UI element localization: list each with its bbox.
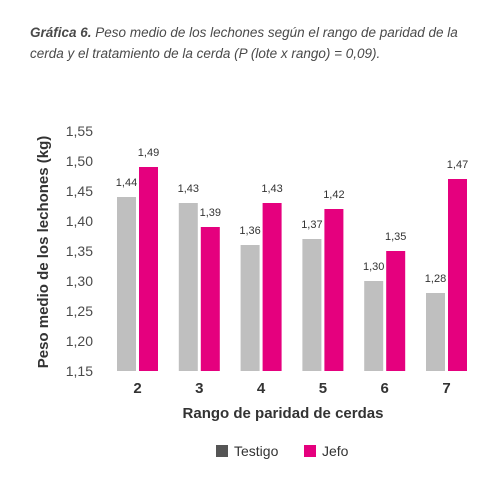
data-labels: 1,441,491,431,391,361,431,371,421,301,35… bbox=[116, 147, 468, 285]
x-tick-label: 5 bbox=[319, 380, 327, 397]
data-label: 1,42 bbox=[323, 189, 344, 201]
data-label: 1,28 bbox=[425, 273, 446, 285]
legend-label-testigo: Testigo bbox=[234, 443, 279, 459]
legend: Testigo Jefo bbox=[216, 443, 349, 459]
caption-label: Gráfica 6. bbox=[30, 25, 92, 40]
bar-jefo-5 bbox=[324, 209, 344, 371]
x-tick-label: 2 bbox=[133, 380, 141, 397]
y-tick-label: 1,35 bbox=[66, 243, 93, 259]
x-tick-label: 7 bbox=[442, 380, 450, 397]
legend-label-jefo: Jefo bbox=[322, 443, 349, 459]
y-tick-label: 1,20 bbox=[66, 333, 93, 349]
x-axis-title: Rango de paridad de cerdas bbox=[183, 405, 384, 422]
legend-swatch-testigo bbox=[216, 445, 228, 457]
y-tick-label: 1,40 bbox=[66, 213, 93, 229]
bar-testigo-4 bbox=[240, 245, 260, 371]
data-label: 1,47 bbox=[447, 159, 468, 171]
y-tick-label: 1,55 bbox=[66, 123, 93, 139]
bar-testigo-3 bbox=[178, 203, 198, 371]
bar-testigo-7 bbox=[426, 293, 445, 371]
y-tick-label: 1,15 bbox=[66, 363, 93, 379]
bar-jefo-3 bbox=[200, 227, 220, 371]
bars bbox=[117, 167, 467, 371]
x-tick-label: 6 bbox=[381, 380, 389, 397]
bar-testigo-6 bbox=[364, 281, 384, 371]
data-label: 1,44 bbox=[116, 177, 137, 189]
bar-jefo-4 bbox=[262, 203, 282, 371]
x-tick-label: 4 bbox=[257, 380, 266, 397]
data-label: 1,30 bbox=[363, 261, 384, 273]
y-tick-label: 1,45 bbox=[66, 183, 93, 199]
bar-jefo-6 bbox=[386, 251, 406, 371]
y-tick-label: 1,50 bbox=[66, 153, 93, 169]
data-label: 1,49 bbox=[138, 147, 159, 159]
bar-testigo-2 bbox=[117, 197, 136, 371]
data-label: 1,43 bbox=[261, 183, 282, 195]
bar-jefo-2 bbox=[139, 167, 158, 371]
x-axis-ticks: 2 3 4 5 6 7 bbox=[133, 380, 450, 397]
data-label: 1,35 bbox=[385, 231, 406, 243]
y-tick-label: 1,30 bbox=[66, 273, 93, 289]
y-axis-title: Peso medio de los lechones (kg) bbox=[35, 136, 52, 369]
y-tick-label: 1,25 bbox=[66, 303, 93, 319]
bar-testigo-5 bbox=[302, 239, 322, 371]
data-label: 1,43 bbox=[178, 183, 199, 195]
data-label: 1,37 bbox=[301, 219, 322, 231]
caption-text: Peso medio de los lechones según el rang… bbox=[30, 25, 458, 61]
data-label: 1,39 bbox=[200, 207, 221, 219]
data-label: 1,36 bbox=[239, 225, 260, 237]
y-axis-ticks: 1,15 1,20 1,25 1,30 1,35 1,40 1,45 1,50 1,55 bbox=[66, 123, 93, 379]
chart-caption: Gráfica 6. Peso medio de los lechones se… bbox=[30, 22, 470, 64]
legend-swatch-jefo bbox=[304, 445, 316, 457]
x-tick-label: 3 bbox=[195, 380, 203, 397]
bar-jefo-7 bbox=[448, 179, 467, 371]
